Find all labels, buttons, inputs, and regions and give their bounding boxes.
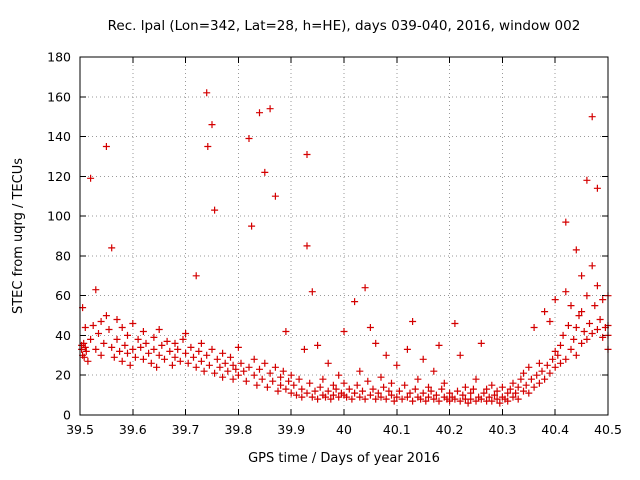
gridlines bbox=[79, 56, 609, 416]
x-tick-label: 40.3 bbox=[488, 422, 516, 437]
x-tick-label: 39.6 bbox=[119, 422, 147, 437]
x-tick-label: 40.2 bbox=[436, 422, 464, 437]
x-tick-label: 40.4 bbox=[541, 422, 569, 437]
tick-labels: 39.5 39.6 39.7 39.8 39.9 40 40.1 40.2 40.3 40.4 40… bbox=[47, 50, 622, 438]
plot-border bbox=[79, 56, 609, 416]
y-tick-label: 0 bbox=[63, 408, 71, 423]
x-tick-label: 39.8 bbox=[224, 422, 252, 437]
y-tick-label: 20 bbox=[55, 368, 71, 383]
y-axis-label: STEC from uqrg / TECUs bbox=[11, 158, 26, 314]
x-tick-label: 40 bbox=[336, 422, 352, 437]
y-tick-label: 40 bbox=[55, 328, 71, 343]
data-points bbox=[78, 89, 612, 407]
chart-title: Rec. lpal (Lon=342, Lat=28, h=HE), days … bbox=[108, 18, 581, 34]
x-tick-label: 39.7 bbox=[172, 422, 200, 437]
x-tick-label: 39.9 bbox=[277, 422, 305, 437]
y-tick-label: 120 bbox=[47, 169, 71, 184]
y-tick-label: 160 bbox=[47, 89, 71, 104]
y-tick-label: 180 bbox=[47, 50, 71, 65]
y-tick-label: 100 bbox=[47, 209, 71, 224]
x-axis-label: GPS time / Days of year 2016 bbox=[248, 451, 440, 466]
x-tick-label: 40.1 bbox=[383, 422, 411, 437]
y-tick-label: 60 bbox=[55, 288, 71, 303]
y-tick-label: 80 bbox=[55, 248, 71, 263]
x-tick-label: 40.5 bbox=[594, 422, 622, 437]
plot-area: 39.5 39.6 39.7 39.8 39.9 40 40.1 40.2 40.3 40.4 40… bbox=[47, 50, 622, 438]
y-tick-label: 140 bbox=[47, 129, 71, 144]
x-tick-label: 39.5 bbox=[66, 422, 94, 437]
